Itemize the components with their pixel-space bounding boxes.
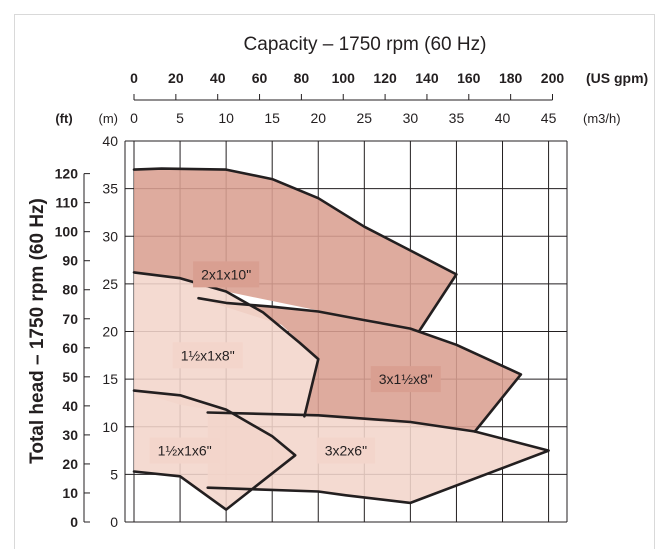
y-primary-unit-label: (m) [99,111,119,126]
x-secondary-tick-label: 140 [415,70,439,86]
y-tick-label: 20 [102,324,118,340]
y-tick-label: 40 [102,133,118,149]
region-boundary [132,389,297,511]
y-tick-label: 10 [102,419,118,435]
x-secondary-tick-label: 40 [210,70,226,86]
y-secondary-tick-label: 10 [62,485,78,501]
region-boundary [132,271,320,418]
y-axis-title: Total head – 1750 rpm (60 Hz) [27,198,48,464]
x-secondary-tick-label: 100 [332,70,356,86]
region-label: 3x1½x8" [370,366,441,393]
x-tick-label: 25 [357,110,373,126]
x-tick-label: 45 [541,110,557,126]
region-labels: 2x1x10" 3x1½x8" 1½x1x8" 3x2x6" 1½x1x6" [149,261,441,464]
y-secondary-tick-label: 20 [62,456,78,472]
x-tick-label: 5 [176,110,184,126]
x-secondary-tick-label: 60 [252,70,268,86]
region-boundary [197,296,523,433]
y-tick-label: 15 [102,371,118,387]
x-secondary-tick-label: 200 [541,70,565,86]
x-tick-label: 10 [218,110,234,126]
region-label: 3x2x6" [316,437,376,464]
pump-region [198,298,521,432]
region-label-text: 3x2x6" [325,443,367,459]
x-secondary-tick-label: 20 [168,70,184,86]
y-secondary-tick-label: 40 [62,398,78,414]
region-label-box [193,261,260,288]
y-secondary-tick-label: 120 [55,166,79,182]
y-secondary-tick-label: 70 [62,311,78,327]
pump-region [207,412,549,503]
y-secondary-tick-label: 60 [62,340,78,356]
region-label-text: 1½x1x6" [158,443,212,459]
y-secondary-tick-label: 30 [62,427,78,443]
y-tick-label: 25 [102,276,118,292]
region-label: 1½x1x8" [172,342,243,369]
x-secondary-tick-label: 80 [294,70,310,86]
region-label-text: 1½x1x8" [181,347,235,363]
y-tick-label: 30 [102,228,118,244]
y-secondary-tick-label: 100 [55,224,79,240]
region-label-box [316,437,376,464]
x-tick-label: 15 [264,110,280,126]
x-secondary-unit-label: (US gpm) [586,70,648,86]
y-secondary-tick-label: 90 [62,253,78,269]
x-secondary-tick-label: 120 [373,70,397,86]
y-secondary-tick-label: 0 [70,514,78,530]
x-secondary-tick-label: 180 [499,70,523,86]
region-label: 2x1x10" [193,261,260,288]
x-tick-label: 35 [449,110,465,126]
region-boundaries [132,167,550,511]
x-tick-label: 20 [310,110,326,126]
x-secondary-tick-label: 0 [130,70,138,86]
y-secondary-tick-label: 80 [62,282,78,298]
y-secondary-tick-label: 110 [55,195,78,211]
x-tick-label: 30 [403,110,419,126]
region-label: 1½x1x6" [149,437,220,464]
y-tick-label: 5 [110,466,118,482]
y-secondary-tick-label: 50 [62,369,78,385]
x-secondary-tick-label: 160 [457,70,481,86]
x-tick-label: 40 [495,110,511,126]
y-secondary-unit-label: (ft) [55,111,72,126]
region-boundary [206,411,550,505]
y-tick-label: 35 [102,181,118,197]
region-label-text: 2x1x10" [201,266,251,282]
x-primary-unit-label: (m3/h) [583,111,621,126]
region-label-box [172,342,243,369]
region-boundary [132,167,458,332]
pump-region [134,168,457,331]
x-tick-label: 0 [130,110,138,126]
region-label-box [149,437,220,464]
chart-title: Capacity – 1750 rpm (60 Hz) [244,34,487,55]
region-label-box [370,366,441,393]
y-tick-label: 0 [110,514,118,530]
region-label-text: 3x1½x8" [379,371,433,387]
chart-frame [14,14,655,554]
axes: 0 5 10 15 20 25 30 35 40 45 (m3/h)0 20 40 60 80 100 120 1… [55,70,649,530]
